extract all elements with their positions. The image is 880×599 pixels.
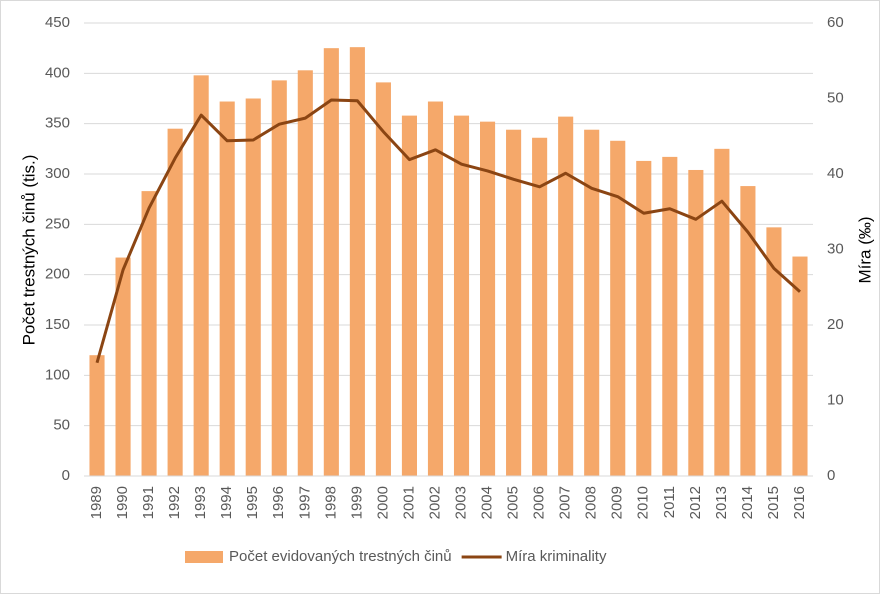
x-tick-label: 1990 — [114, 486, 131, 519]
bar — [636, 160, 652, 476]
bar — [193, 75, 209, 476]
bar — [792, 256, 808, 476]
x-tick-label: 1992 — [166, 486, 183, 519]
bar — [714, 148, 730, 477]
x-tick-label: 1991 — [140, 486, 157, 519]
y2-tick-label: 50 — [827, 89, 844, 106]
line — [95, 98, 801, 364]
x-tick-label: 1995 — [244, 486, 261, 519]
legend-swatch — [185, 551, 223, 563]
bar — [219, 101, 235, 477]
y-tick-label: 450 — [45, 14, 70, 31]
y-tick-label: 400 — [45, 64, 70, 81]
bar — [401, 115, 417, 476]
bar — [506, 129, 522, 476]
x-tick-label: 2008 — [583, 486, 600, 519]
y-tick-label: 200 — [45, 266, 70, 283]
bar — [115, 257, 131, 476]
bar — [271, 80, 287, 476]
y-tick-label: 250 — [45, 215, 70, 232]
legend-label: Počet evidovaných trestných činů — [229, 548, 452, 565]
y-tick-label: 0 — [62, 467, 70, 484]
bar — [532, 137, 548, 476]
x-tick-label: 1989 — [88, 486, 105, 519]
y2-tick-label: 40 — [827, 165, 844, 182]
bar — [297, 70, 313, 477]
y2-tick-label: 60 — [827, 14, 844, 31]
legend-label: Míra kriminality — [506, 548, 607, 565]
x-tick-label: 2004 — [479, 486, 496, 519]
x-tick-label: 1999 — [348, 486, 365, 519]
x-tick-label: 2000 — [374, 486, 391, 519]
x-tick-label: 1993 — [192, 486, 209, 519]
y-axis-title: Počet trestných činů (tis.) — [19, 155, 38, 346]
bar — [245, 98, 261, 476]
bar — [584, 129, 600, 476]
bar — [427, 101, 444, 477]
x-tick-label: 1997 — [296, 486, 313, 519]
y2-tick-label: 30 — [827, 240, 844, 257]
x-tick-label: 2013 — [713, 486, 730, 519]
x-tick-label: 2001 — [400, 486, 417, 519]
y-tick-label: 100 — [45, 366, 70, 383]
x-tick-label: 2014 — [739, 486, 756, 519]
x-tick-label: 2011 — [661, 486, 678, 518]
y2-axis-title: Míra (‰) — [855, 216, 874, 283]
x-tick-label: 1996 — [270, 486, 287, 519]
x-tick-label: 2006 — [531, 486, 548, 519]
x-tick-label: 2010 — [635, 486, 652, 519]
bar — [558, 116, 574, 477]
x-tick-label: 1998 — [322, 486, 339, 519]
x-tick-label: 2016 — [791, 486, 808, 519]
x-tick-label: 2003 — [452, 486, 469, 519]
x-tick-label: 2012 — [687, 486, 704, 519]
y-tick-label: 150 — [45, 316, 70, 333]
bar — [688, 169, 704, 476]
bar — [662, 156, 678, 477]
bar — [167, 128, 183, 476]
bar — [141, 191, 157, 476]
y-tick-label: 350 — [45, 115, 70, 132]
bar — [323, 48, 339, 477]
x-tick-label: 2005 — [505, 486, 522, 519]
y2-tick-label: 20 — [827, 316, 844, 333]
bar — [453, 115, 470, 476]
x-tick-label: 2015 — [765, 486, 782, 519]
y2-tick-label: 0 — [827, 467, 835, 484]
bar — [766, 227, 782, 476]
y-tick-label: 50 — [53, 417, 70, 434]
bar — [740, 186, 756, 476]
bar — [480, 121, 496, 477]
x-tick-label: 2002 — [426, 486, 443, 519]
x-tick-label: 1994 — [218, 486, 235, 519]
y-tick-label: 300 — [45, 165, 70, 182]
x-tick-label: 2009 — [609, 486, 626, 519]
bar — [89, 355, 105, 476]
y2-tick-label: 10 — [827, 391, 844, 408]
bar — [375, 82, 391, 476]
bar — [349, 47, 365, 476]
x-tick-label: 2007 — [557, 486, 574, 519]
bar — [610, 140, 626, 476]
